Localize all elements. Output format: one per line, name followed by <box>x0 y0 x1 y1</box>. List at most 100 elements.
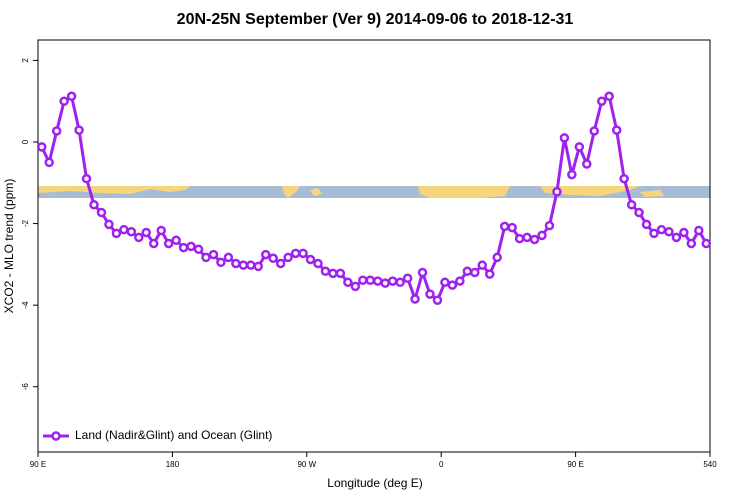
data-point <box>701 238 712 249</box>
data-point <box>372 276 383 286</box>
data-point <box>171 235 181 246</box>
data-point <box>36 142 47 152</box>
data-point <box>567 169 577 180</box>
data-point <box>529 234 540 245</box>
data-point <box>358 275 368 286</box>
data-point <box>380 278 390 288</box>
data-point <box>59 96 69 106</box>
data-point <box>462 266 473 277</box>
x-tick-label: 90 E <box>30 460 46 469</box>
data-point <box>81 173 92 184</box>
data-point <box>425 289 435 299</box>
legend-label: Land (Nadir&Glint) and Ocean (Glint) <box>75 428 272 442</box>
data-point <box>417 267 428 278</box>
data-point <box>275 258 286 269</box>
data-point <box>432 295 443 306</box>
data-point <box>44 157 54 168</box>
chart-title: 20N-25N September (Ver 9) 2014-09-06 to … <box>177 11 574 28</box>
data-point <box>522 232 532 243</box>
y-tick-label: -2 <box>21 219 30 227</box>
data-point <box>626 200 637 210</box>
data-point <box>343 277 353 288</box>
data-point <box>148 238 159 249</box>
data-point <box>126 226 137 237</box>
data-point <box>634 207 644 218</box>
data-point <box>260 249 271 260</box>
data-point <box>664 226 674 237</box>
data-point <box>499 221 510 232</box>
data-point <box>320 266 331 277</box>
data-point <box>231 258 241 269</box>
data-point <box>51 126 62 136</box>
data-point <box>455 276 465 286</box>
data-point <box>216 257 226 268</box>
data-point <box>104 219 114 230</box>
data-point <box>604 91 614 102</box>
data-point <box>66 91 77 102</box>
y-axis-label: XCO2 - MLO trend (ppm) <box>2 179 16 314</box>
x-axis-label: Longitude (deg E) <box>327 476 422 490</box>
data-point <box>283 252 293 263</box>
data-point <box>305 254 316 265</box>
data-point <box>514 233 525 244</box>
x-tick-label: 0 <box>439 460 444 469</box>
data-point <box>656 224 667 235</box>
data-point <box>74 125 84 135</box>
data-point <box>544 220 555 231</box>
data-point <box>156 225 166 236</box>
x-tick-label: 90 W <box>297 460 316 469</box>
data-point <box>134 232 144 243</box>
data-point <box>201 252 211 263</box>
data-point <box>111 228 122 239</box>
data-point <box>671 232 682 243</box>
data-point <box>178 242 189 253</box>
y-tick-label: -6 <box>21 383 30 391</box>
data-point <box>492 252 502 263</box>
data-point <box>238 260 249 270</box>
data-point <box>641 219 652 230</box>
x-tick-label: 180 <box>166 460 180 469</box>
series-line <box>40 93 708 304</box>
data-point <box>619 173 629 184</box>
y-tick-label: 2 <box>21 58 30 63</box>
data-point <box>552 186 562 197</box>
data-point <box>537 230 547 241</box>
data-point <box>387 276 398 286</box>
data-point <box>223 252 234 263</box>
data-point <box>559 133 570 143</box>
data-point <box>186 241 196 252</box>
data-point <box>163 238 174 249</box>
data-point <box>268 253 278 263</box>
data-point <box>410 294 420 304</box>
data-point <box>507 222 517 233</box>
data-point <box>694 225 704 236</box>
data-point <box>402 273 413 283</box>
data-point <box>365 275 376 286</box>
data-point <box>96 207 107 218</box>
x-tick-label: 540 <box>703 460 717 469</box>
data-point <box>395 277 405 288</box>
data-point <box>335 268 346 279</box>
data-point <box>298 248 308 259</box>
y-tick-label: -4 <box>21 301 30 309</box>
data-point <box>119 224 129 235</box>
data-point <box>611 125 622 135</box>
data-point <box>596 96 607 106</box>
data-point <box>440 277 450 288</box>
data-point <box>686 238 697 249</box>
x-tick-label: 90 E <box>567 460 583 469</box>
data-point <box>253 261 264 272</box>
data-point <box>193 244 204 255</box>
data-point <box>313 258 323 269</box>
data-point <box>328 268 338 279</box>
data-point <box>246 260 256 270</box>
data-point <box>290 248 301 259</box>
data-point <box>484 269 495 279</box>
data-point <box>447 280 458 290</box>
data-point <box>350 281 361 292</box>
data-point <box>679 227 689 238</box>
data-point <box>582 159 592 169</box>
data-point <box>89 200 99 210</box>
legend-marker <box>51 431 61 441</box>
